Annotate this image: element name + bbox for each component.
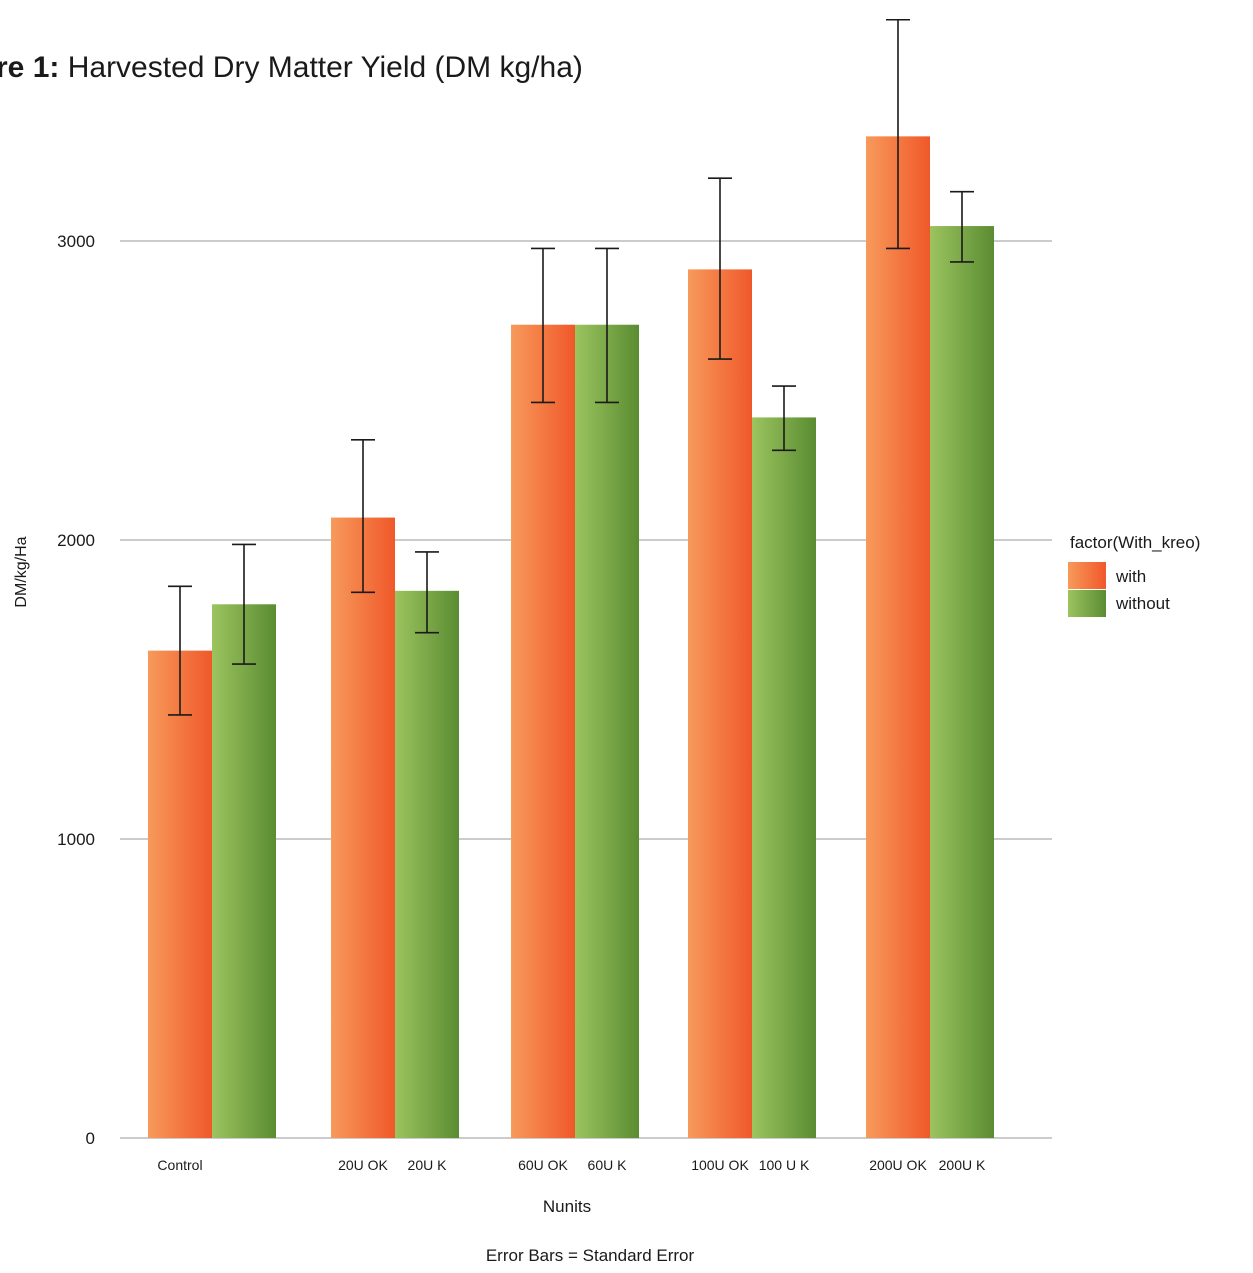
bar-without [575, 324, 639, 1139]
chart-title: re 1: Harvested Dry Matter Yield (DM kg/… [0, 51, 583, 84]
legend: factor(With_kreo) with without [1068, 533, 1200, 617]
error-bars [168, 18, 974, 716]
error-bar [531, 247, 555, 404]
footnote: Error Bars = Standard Error [486, 1246, 695, 1265]
legend-label-without: without [1115, 594, 1170, 613]
bars [148, 136, 994, 1139]
bar-with [148, 650, 212, 1138]
bar-with [331, 517, 395, 1138]
x-tick-label: 100U OK [691, 1157, 749, 1173]
legend-swatch-without [1068, 590, 1106, 617]
error-bar [708, 177, 732, 360]
bar-without [752, 417, 816, 1138]
x-tick-label: Control [157, 1157, 202, 1173]
x-tick-label: 200U K [939, 1157, 986, 1173]
error-bar [351, 439, 375, 594]
bar-with [866, 136, 930, 1139]
y-axis-label: DM/kg/Ha [13, 536, 30, 607]
y-tick-label: 2000 [57, 531, 95, 550]
x-tick-label: 20U K [408, 1157, 448, 1173]
error-bar [595, 247, 619, 404]
error-bar [950, 190, 974, 263]
x-tick-label: 100 U K [759, 1157, 810, 1173]
y-tick-label: 3000 [57, 232, 95, 251]
x-tick-label: 20U OK [338, 1157, 388, 1173]
bar-without [930, 226, 994, 1139]
legend-swatch-with [1068, 562, 1106, 589]
bar-with [688, 269, 752, 1138]
x-tick-label: 200U OK [869, 1157, 927, 1173]
error-bar [415, 551, 439, 634]
bar-with [511, 324, 575, 1139]
x-tick-labels: Control 20U OK 20U K 60U OK 60U K 100U OK 100 … [157, 1157, 986, 1173]
y-tick-label: 0 [86, 1129, 95, 1148]
legend-label-with: with [1115, 567, 1146, 586]
bar-without [212, 604, 276, 1138]
x-tick-label: 60U K [588, 1157, 628, 1173]
error-bar [772, 385, 796, 452]
x-tick-label: 60U OK [518, 1157, 568, 1173]
y-tick-labels: 0 1000 2000 3000 [57, 232, 95, 1148]
x-axis-label: Nunits [543, 1197, 591, 1216]
bar-without [395, 590, 459, 1138]
y-tick-label: 1000 [57, 830, 95, 849]
error-bar [886, 18, 910, 250]
chart-title-prefix: re 1: [0, 51, 59, 84]
legend-title: factor(With_kreo) [1070, 533, 1200, 552]
error-bar [232, 543, 256, 665]
error-bar [168, 585, 192, 716]
chart-title-text: Harvested Dry Matter Yield (DM kg/ha) [68, 51, 583, 84]
